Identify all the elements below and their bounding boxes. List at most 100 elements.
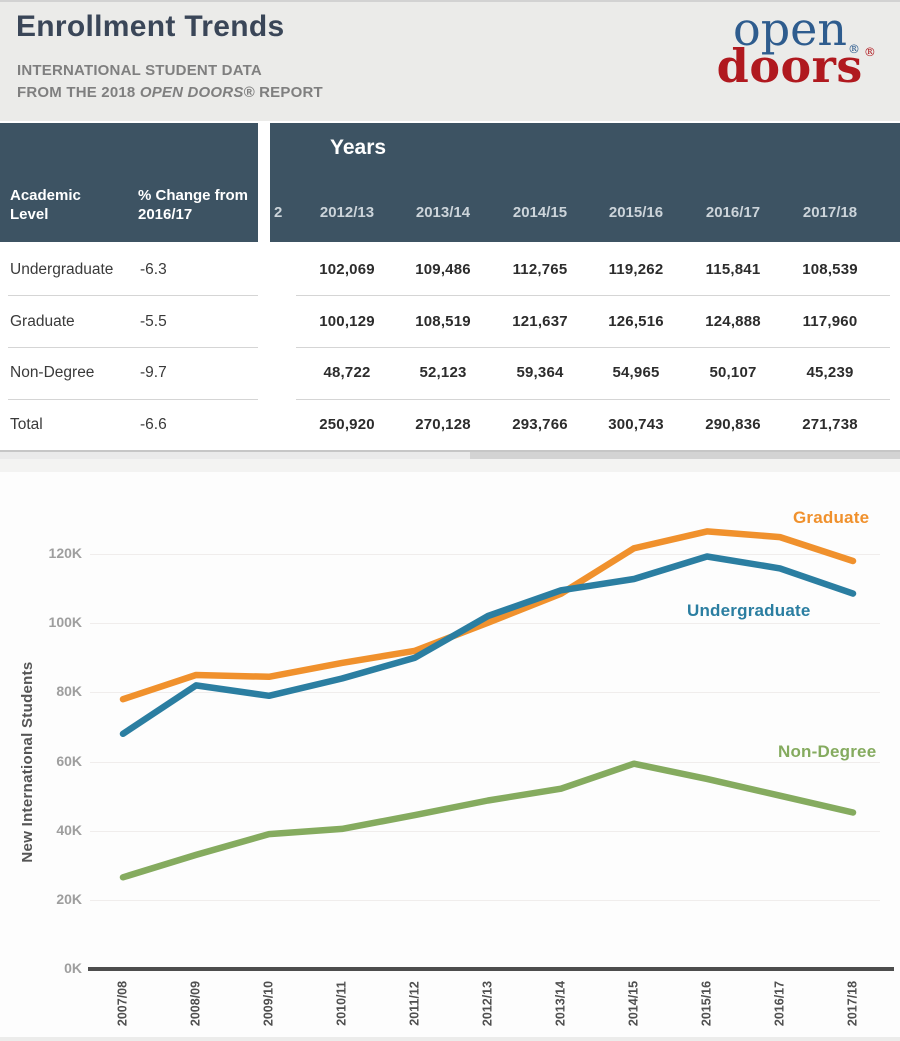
gridline — [90, 831, 880, 832]
table-header-left: Academic Level % Change from 2016/17 — [0, 123, 258, 242]
x-tick-label: 2016/17 — [772, 980, 787, 1027]
y-tick-label: 0K — [64, 960, 82, 976]
data-cell: 271,738 — [802, 416, 858, 433]
open-doors-logo: open® doors® — [709, 6, 884, 89]
data-cell: 100,129 — [319, 313, 375, 330]
logo-word-doors: doors® — [709, 43, 884, 89]
x-tick-label: 2014/15 — [626, 980, 641, 1027]
data-cell: 290,836 — [705, 416, 761, 433]
registered-mark-icon: ® — [863, 45, 877, 59]
row-label: Total — [10, 416, 43, 433]
data-cell: 293,766 — [512, 416, 568, 433]
y-tick-label: 60K — [56, 753, 82, 769]
year-column-header: 2014/15 — [512, 204, 568, 221]
data-cell: 52,123 — [419, 364, 467, 381]
bottom-strip — [0, 1037, 900, 1041]
page-title: Enrollment Trends — [16, 10, 285, 43]
data-cell: 270,128 — [415, 416, 471, 433]
year-column-header-truncated: 2 — [274, 204, 283, 221]
logo-doors-text: doors — [716, 39, 863, 93]
x-tick-label: 2009/10 — [261, 980, 276, 1027]
data-cell: 119,262 — [608, 261, 664, 278]
data-cell: 59,364 — [516, 364, 564, 381]
subtitle-line1: INTERNATIONAL STUDENT DATA — [17, 62, 262, 79]
report-banner: Enrollment Trends INTERNATIONAL STUDENT … — [0, 2, 900, 121]
subtitle-suffix: REPORT — [254, 84, 323, 101]
table-header-years: Years 2 2012/13 2013/14 2014/15 2015/16 … — [270, 123, 900, 242]
gridline — [90, 692, 880, 693]
x-axis-line — [88, 967, 894, 971]
data-cell: 250,920 — [319, 416, 375, 433]
series-label-non-degree: Non-Degree — [778, 742, 877, 761]
divider-band — [0, 452, 470, 459]
non-degree-line — [119, 760, 857, 881]
logo-open-text: open — [733, 2, 847, 56]
x-tick-label: 2017/18 — [845, 980, 860, 1027]
row-divider — [296, 399, 890, 400]
pct-change-cell: -5.5 — [140, 313, 167, 330]
pct-change-header: % Change from 2016/17 — [138, 187, 249, 223]
data-cell: 124,888 — [705, 313, 761, 330]
y-tick-label: 120K — [48, 545, 82, 561]
row-divider — [8, 347, 258, 348]
x-tick-label: 2010/11 — [334, 981, 349, 1026]
row-divider — [296, 347, 890, 348]
year-column-header: 2015/16 — [608, 204, 664, 221]
logo-word-open: open® — [709, 6, 884, 55]
pct-change-cell: -9.7 — [140, 364, 167, 381]
y-tick-label: 20K — [56, 891, 82, 907]
x-tick-label: 2015/16 — [699, 980, 714, 1027]
data-cell: 45,239 — [806, 364, 854, 381]
x-tick-label: 2008/09 — [188, 980, 203, 1027]
row-divider — [8, 295, 258, 296]
year-column-header: 2016/17 — [705, 204, 761, 221]
y-tick-label: 100K — [48, 614, 82, 630]
data-cell: 121,637 — [512, 313, 568, 330]
row-divider — [296, 295, 890, 296]
pct-change-cell: -6.6 — [140, 416, 167, 433]
data-cell: 109,486 — [415, 261, 471, 278]
row-label: Non-Degree — [10, 364, 95, 381]
registered-mark-icon: ® — [848, 42, 860, 56]
subtitle-line2: FROM THE 2018 OPEN DOORS® REPORT — [17, 84, 323, 101]
x-tick-label: 2012/13 — [480, 980, 495, 1027]
subtitle-italic: OPEN DOORS® — [139, 84, 255, 101]
year-column-header: 2013/14 — [415, 204, 471, 221]
data-cell: 54,965 — [612, 364, 660, 381]
scrollbar-remnant — [470, 452, 900, 459]
data-cell: 108,519 — [415, 313, 471, 330]
x-tick-label: 2011/12 — [407, 981, 422, 1026]
undergraduate-line — [119, 553, 857, 738]
year-column-header: 2012/13 — [319, 204, 375, 221]
x-tick-label: 2013/14 — [553, 980, 568, 1027]
row-divider — [8, 399, 258, 400]
subtitle-prefix: FROM THE 2018 — [17, 84, 140, 101]
data-cell: 50,107 — [709, 364, 757, 381]
data-cell: 117,960 — [802, 313, 858, 330]
year-column-header: 2017/18 — [802, 204, 858, 221]
data-cell: 108,539 — [802, 261, 858, 278]
academic-level-header: Academic Level — [10, 187, 81, 223]
y-tick-label: 80K — [56, 683, 82, 699]
data-cell: 102,069 — [319, 261, 375, 278]
data-cell: 48,722 — [323, 364, 371, 381]
series-label-graduate: Graduate — [793, 508, 870, 527]
gridline — [90, 900, 880, 901]
gridline — [90, 554, 880, 555]
row-label: Graduate — [10, 313, 75, 330]
years-title: Years — [330, 136, 387, 159]
enrollment-line-chart: New International Students Graduate Unde… — [0, 472, 900, 1037]
data-cell: 112,765 — [512, 261, 568, 278]
series-label-undergraduate: Undergraduate — [687, 601, 811, 620]
data-cell: 126,516 — [608, 313, 664, 330]
gridline — [90, 762, 880, 763]
data-cell: 300,743 — [608, 416, 664, 433]
y-tick-label: 40K — [56, 822, 82, 838]
row-label: Undergraduate — [10, 261, 114, 278]
graduate-line — [119, 528, 857, 703]
pct-change-cell: -6.3 — [140, 261, 167, 278]
x-tick-label: 2007/08 — [115, 980, 130, 1027]
divider-band — [0, 459, 900, 472]
section-divider — [0, 450, 900, 452]
